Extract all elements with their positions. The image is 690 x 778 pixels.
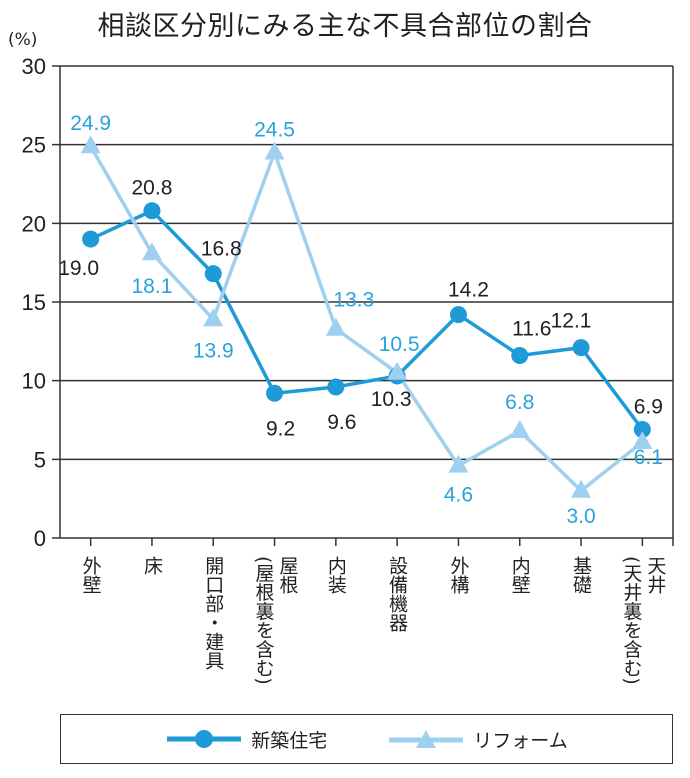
data-label-new-house: 19.0 (58, 257, 99, 280)
x-tick-label: 内装 (324, 556, 347, 594)
data-point-new-house (204, 265, 222, 283)
data-point-new-house (266, 384, 284, 402)
y-tick-label: 30 (22, 54, 46, 79)
data-point-new-house (572, 339, 590, 357)
data-point-new-house (143, 202, 161, 220)
triangle-marker-icon (389, 730, 464, 748)
data-label-new-house: 12.1 (551, 310, 592, 333)
circle-marker-icon (167, 730, 242, 748)
data-label-reform: 4.6 (444, 484, 473, 507)
data-point-reform (448, 454, 469, 473)
data-label-new-house: 16.8 (201, 238, 242, 261)
data-point-reform (203, 308, 224, 327)
legend: 新築住宅 リフォーム (60, 714, 673, 764)
x-tick-label: 床 (140, 556, 163, 575)
y-tick-label: 15 (22, 290, 46, 315)
data-label-reform: 24.9 (70, 112, 111, 135)
data-label-reform: 13.3 (333, 289, 374, 312)
data-point-new-house (82, 230, 100, 248)
data-label-new-house: 9.6 (327, 411, 356, 434)
y-tick-label: 0 (34, 526, 46, 551)
data-point-reform (80, 135, 101, 154)
y-tick-label: 5 (34, 447, 46, 472)
data-point-new-house (449, 306, 467, 324)
x-tick-sublabel: (天井裏を含む) (620, 556, 643, 685)
data-label-reform: 10.5 (379, 333, 420, 356)
data-label-new-house: 11.6 (512, 317, 551, 340)
x-tick-sublabel: (屋根裏を含む) (252, 556, 275, 685)
series-line-reform (89, 145, 644, 493)
x-tick-label: 開口部・建具 (202, 556, 225, 670)
y-tick-label: 20 (22, 211, 46, 236)
x-tick-label: 内壁 (508, 556, 531, 594)
data-point-reform (571, 479, 592, 498)
x-tick-label: 屋根 (276, 556, 299, 594)
legend-label-reform: リフォーム (473, 729, 568, 752)
legend-label-new-house: 新築住宅 (251, 729, 328, 752)
y-tick-label: 10 (22, 369, 46, 394)
x-tick-label: 外壁 (79, 556, 102, 594)
series-line-new-house (89, 208, 644, 431)
data-point-new-house (327, 378, 345, 396)
data-point-reform (632, 431, 653, 450)
data-point-reform (264, 141, 285, 160)
data-label-reform: 18.1 (132, 275, 173, 298)
data-label-new-house: 20.8 (132, 177, 173, 200)
x-tick-label: 外構 (447, 556, 470, 594)
data-label-reform: 6.8 (505, 391, 534, 414)
data-label-reform: 13.9 (193, 339, 234, 362)
chart-title: 相談区分別にみる主な不具合部位の割合 (97, 11, 593, 42)
y-axis-unit: (%) (8, 30, 38, 50)
data-label-new-house: 6.9 (634, 395, 663, 418)
x-tick-label: 設備機器 (386, 556, 409, 632)
data-label-reform: 3.0 (566, 505, 595, 528)
data-point-reform (387, 361, 408, 380)
x-tick-label: 基礎 (570, 556, 593, 594)
data-label-new-house: 10.3 (371, 388, 412, 411)
y-tick-label: 25 (22, 133, 46, 158)
legend-item-reform: リフォーム (387, 726, 568, 753)
data-point-reform (141, 242, 162, 261)
line-chart: 0 5 10 15 20 25 30 19.0 20.8 16.8 9.2 9.6 10.3 14.2 11… (22, 54, 674, 551)
x-tick-label: 天井 (644, 556, 667, 594)
data-point-new-house (633, 420, 651, 438)
data-point-new-house (511, 346, 529, 364)
data-label-reform: 6.1 (634, 446, 663, 469)
data-point-reform (325, 317, 346, 336)
legend-item-new-house: 新築住宅 (165, 726, 327, 753)
data-label-new-house: 9.2 (266, 417, 295, 440)
data-label-reform: 24.5 (254, 119, 295, 142)
data-label-new-house: 14.2 (448, 279, 489, 302)
data-point-reform (509, 420, 530, 439)
